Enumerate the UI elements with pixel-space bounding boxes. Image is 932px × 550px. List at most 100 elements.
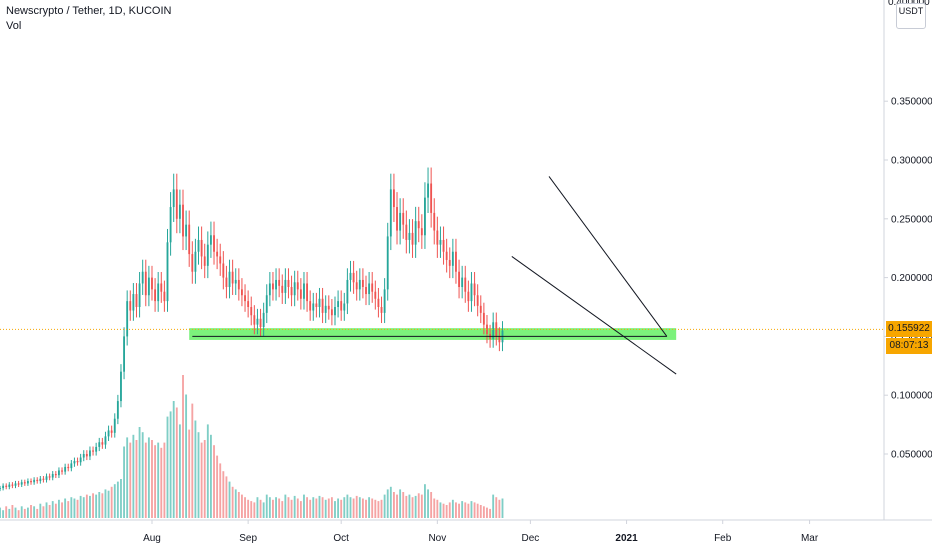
volume-bar bbox=[36, 508, 39, 518]
bar-countdown-badge: 08:07:13 bbox=[886, 338, 932, 355]
volume-bar bbox=[110, 486, 113, 518]
symbol-title[interactable]: Newscrypto / Tether, 1D, KUCOIN bbox=[6, 5, 172, 17]
candle-body bbox=[73, 461, 76, 464]
candle-body bbox=[129, 301, 132, 311]
candle-body bbox=[200, 239, 203, 257]
volume-bar bbox=[448, 502, 451, 518]
candle-body bbox=[495, 322, 498, 337]
currency-selector[interactable]: USDT bbox=[896, 3, 926, 29]
drawings bbox=[192, 176, 677, 375]
candle-body bbox=[461, 277, 464, 288]
time-tick-label: Oct bbox=[333, 533, 349, 544]
candle-body bbox=[402, 212, 405, 225]
candle-body bbox=[2, 485, 5, 489]
currency-label[interactable]: USDT bbox=[898, 6, 924, 16]
volume-bar bbox=[30, 505, 32, 518]
candle-body bbox=[79, 457, 82, 463]
candle-body bbox=[256, 318, 259, 325]
volume-bar bbox=[126, 437, 129, 518]
candle-body bbox=[303, 283, 305, 299]
candle-body bbox=[343, 303, 346, 311]
volume-bar bbox=[284, 494, 287, 518]
candle-body bbox=[45, 476, 48, 480]
time-tick-label: Feb bbox=[714, 533, 732, 544]
volume-bar bbox=[467, 503, 470, 518]
volume-bar bbox=[225, 476, 228, 518]
wedge-upper-trendline[interactable] bbox=[548, 176, 668, 337]
volume-bar bbox=[132, 434, 135, 518]
candle-body bbox=[290, 287, 293, 296]
candle-body bbox=[26, 481, 29, 484]
price-tick-label: 0.050000 bbox=[891, 450, 932, 461]
candle-body bbox=[107, 430, 110, 437]
volume-bar bbox=[312, 497, 315, 518]
volume-bar bbox=[58, 499, 60, 518]
volume-bar bbox=[383, 494, 386, 518]
volume-bar bbox=[135, 440, 138, 518]
volume-bar bbox=[259, 499, 262, 518]
volume-bar bbox=[486, 507, 488, 518]
volume-bar bbox=[268, 497, 271, 518]
candle-body bbox=[436, 230, 439, 245]
volume-legend[interactable]: Vol bbox=[6, 20, 22, 32]
candle-body bbox=[448, 259, 451, 266]
volume-bar bbox=[228, 481, 231, 518]
volume-bar bbox=[396, 494, 398, 518]
candle-body bbox=[309, 301, 312, 311]
volume-bar bbox=[327, 498, 330, 518]
candle-body bbox=[312, 303, 315, 311]
volume-bar bbox=[492, 494, 495, 518]
volume-bar bbox=[439, 502, 442, 518]
volume-bar bbox=[160, 447, 163, 518]
candle-body bbox=[169, 207, 172, 243]
candle-body bbox=[383, 289, 386, 313]
candle-body bbox=[262, 312, 265, 327]
volume-bar bbox=[182, 375, 184, 518]
candle-body bbox=[11, 484, 14, 486]
volume-bar bbox=[85, 494, 88, 518]
volume-bar bbox=[495, 497, 498, 518]
volume-bar bbox=[234, 489, 237, 518]
candle-body bbox=[76, 461, 79, 463]
candle-body bbox=[135, 294, 138, 307]
volume-bar bbox=[281, 501, 284, 518]
candle-body bbox=[389, 189, 392, 237]
volume-bar bbox=[141, 432, 144, 518]
time-tick-label: 2021 bbox=[615, 533, 638, 544]
candle-body bbox=[219, 256, 222, 264]
volume-bar bbox=[178, 424, 181, 518]
candle-body bbox=[5, 485, 8, 487]
volume-bar bbox=[2, 510, 5, 518]
candle-body bbox=[365, 287, 367, 295]
volume-bar bbox=[191, 403, 194, 518]
candle-body bbox=[458, 271, 460, 288]
volume-bar bbox=[392, 492, 395, 518]
volume-bar bbox=[95, 494, 98, 518]
volume-bar bbox=[365, 499, 367, 518]
candle-body bbox=[20, 482, 23, 485]
candle-body bbox=[293, 282, 296, 296]
volume-bar bbox=[33, 506, 36, 518]
candle-body bbox=[318, 298, 321, 307]
support-zone[interactable] bbox=[189, 328, 677, 340]
candle-body bbox=[455, 251, 457, 272]
volume-bar bbox=[265, 494, 268, 518]
volume-bar bbox=[424, 484, 426, 518]
candle-body bbox=[321, 298, 324, 313]
candle-body bbox=[392, 189, 395, 208]
candle-body bbox=[386, 236, 389, 290]
candle-body bbox=[113, 418, 116, 433]
candle-body bbox=[39, 478, 42, 482]
candle-body bbox=[427, 183, 429, 198]
candle-body bbox=[479, 305, 482, 313]
volume-bar bbox=[5, 506, 8, 518]
volume-bar bbox=[445, 505, 448, 518]
volume-bar bbox=[501, 498, 504, 518]
volume-bar bbox=[129, 442, 132, 518]
wedge-lower-trendline[interactable] bbox=[511, 256, 677, 375]
candle-body bbox=[163, 291, 166, 302]
volume-bar bbox=[272, 499, 274, 518]
volume-bar bbox=[104, 489, 107, 518]
candle-body bbox=[417, 221, 420, 229]
